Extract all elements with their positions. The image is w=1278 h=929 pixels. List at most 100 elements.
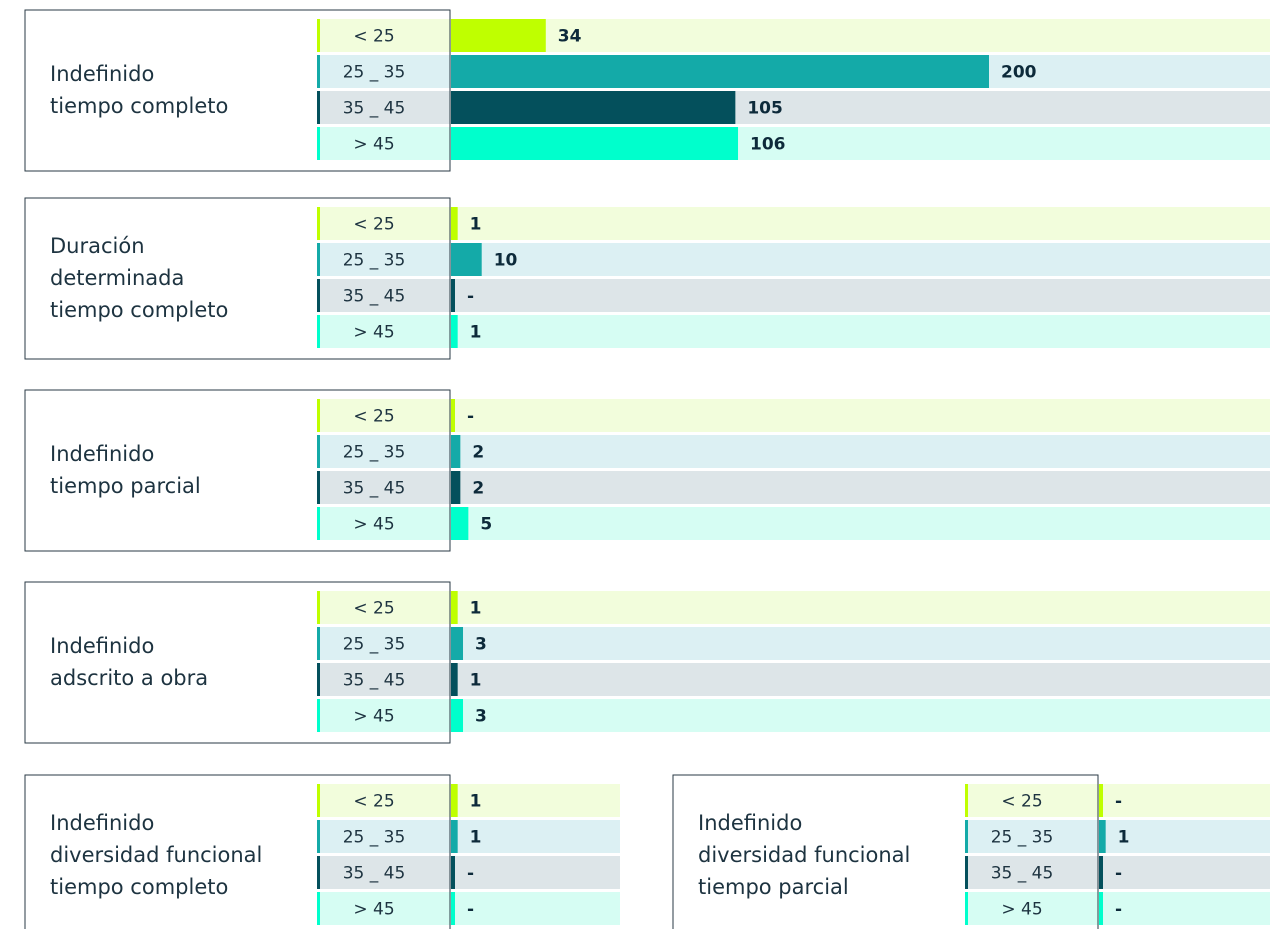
category-label: 25 _ 35 xyxy=(343,443,406,463)
category-marker xyxy=(965,784,968,817)
band xyxy=(317,279,1270,312)
bar xyxy=(451,784,458,817)
value-label: 2 xyxy=(472,479,484,499)
category-label: 25 _ 35 xyxy=(343,635,406,655)
band xyxy=(317,627,1270,660)
category-marker xyxy=(317,19,320,52)
category-marker xyxy=(317,591,320,624)
band xyxy=(317,207,1270,240)
category-marker xyxy=(317,507,320,540)
bar xyxy=(451,207,458,240)
bar xyxy=(451,856,455,889)
category-label: 35 _ 45 xyxy=(343,287,406,307)
category-label: 25 _ 35 xyxy=(343,251,406,271)
group-title: tiempo parcial xyxy=(698,875,849,899)
bar xyxy=(1099,820,1106,853)
band xyxy=(317,784,620,817)
band xyxy=(317,663,1270,696)
value-label: 1 xyxy=(470,792,482,812)
band xyxy=(317,699,1270,732)
category-marker xyxy=(317,207,320,240)
group-title: adscrito a obra xyxy=(50,666,208,690)
category-label: > 45 xyxy=(353,515,394,535)
category-label: < 25 xyxy=(353,792,394,812)
band xyxy=(317,471,1270,504)
category-label: > 45 xyxy=(353,323,394,343)
category-marker xyxy=(317,663,320,696)
band xyxy=(317,892,620,925)
value-label: 105 xyxy=(747,99,783,119)
band xyxy=(965,892,1270,925)
bar xyxy=(451,55,989,88)
group-title: Indefinido xyxy=(50,634,154,658)
category-label: 35 _ 45 xyxy=(343,99,406,119)
category-marker xyxy=(317,243,320,276)
category-marker xyxy=(317,627,320,660)
category-label: > 45 xyxy=(353,135,394,155)
bar xyxy=(451,471,461,504)
value-label: 3 xyxy=(475,635,487,655)
band xyxy=(317,507,1270,540)
value-label: - xyxy=(1115,792,1122,812)
bar xyxy=(451,315,458,348)
band xyxy=(317,856,620,889)
category-label: 25 _ 35 xyxy=(343,63,406,83)
bar xyxy=(451,507,469,540)
group-title: determinada xyxy=(50,266,184,290)
bar xyxy=(1099,892,1103,925)
group-title: diversidad funcional xyxy=(50,843,262,867)
value-label: - xyxy=(467,407,474,427)
bar xyxy=(451,663,458,696)
bar xyxy=(451,91,736,124)
value-label: - xyxy=(1115,864,1122,884)
bar xyxy=(451,699,464,732)
group-title: tiempo completo xyxy=(50,298,228,322)
category-label: > 45 xyxy=(353,900,394,920)
category-marker xyxy=(317,127,320,160)
category-marker xyxy=(965,820,968,853)
band xyxy=(965,784,1270,817)
bar xyxy=(451,435,461,468)
band xyxy=(965,856,1270,889)
category-label: < 25 xyxy=(353,407,394,427)
bar xyxy=(451,279,455,312)
category-label: 35 _ 45 xyxy=(991,864,1054,884)
category-marker xyxy=(317,91,320,124)
category-label: 25 _ 35 xyxy=(343,828,406,848)
value-label: 2 xyxy=(472,443,484,463)
group-title: Indefinido xyxy=(50,442,154,466)
category-label: < 25 xyxy=(1001,792,1042,812)
value-label: 5 xyxy=(480,515,492,535)
group-title: Indefinido xyxy=(50,811,154,835)
value-label: - xyxy=(467,287,474,307)
bar xyxy=(1099,784,1103,817)
category-marker xyxy=(317,471,320,504)
category-marker xyxy=(965,856,968,889)
value-label: 1 xyxy=(470,215,482,235)
category-marker xyxy=(317,279,320,312)
bar xyxy=(451,892,455,925)
band xyxy=(317,820,620,853)
category-label: < 25 xyxy=(353,215,394,235)
value-label: 1 xyxy=(470,323,482,343)
category-label: 35 _ 45 xyxy=(343,864,406,884)
value-label: 1 xyxy=(470,671,482,691)
category-label: 25 _ 35 xyxy=(991,828,1054,848)
band xyxy=(317,315,1270,348)
category-label: > 45 xyxy=(1001,900,1042,920)
value-label: 34 xyxy=(558,27,582,47)
band xyxy=(317,591,1270,624)
value-label: 200 xyxy=(1001,63,1037,83)
band xyxy=(317,399,1270,432)
category-marker xyxy=(317,784,320,817)
bar xyxy=(451,820,458,853)
category-label: > 45 xyxy=(353,707,394,727)
category-marker xyxy=(965,892,968,925)
category-marker xyxy=(317,399,320,432)
band xyxy=(965,820,1270,853)
bar xyxy=(451,591,458,624)
category-label: < 25 xyxy=(353,599,394,619)
value-label: 10 xyxy=(494,251,518,271)
band xyxy=(317,435,1270,468)
